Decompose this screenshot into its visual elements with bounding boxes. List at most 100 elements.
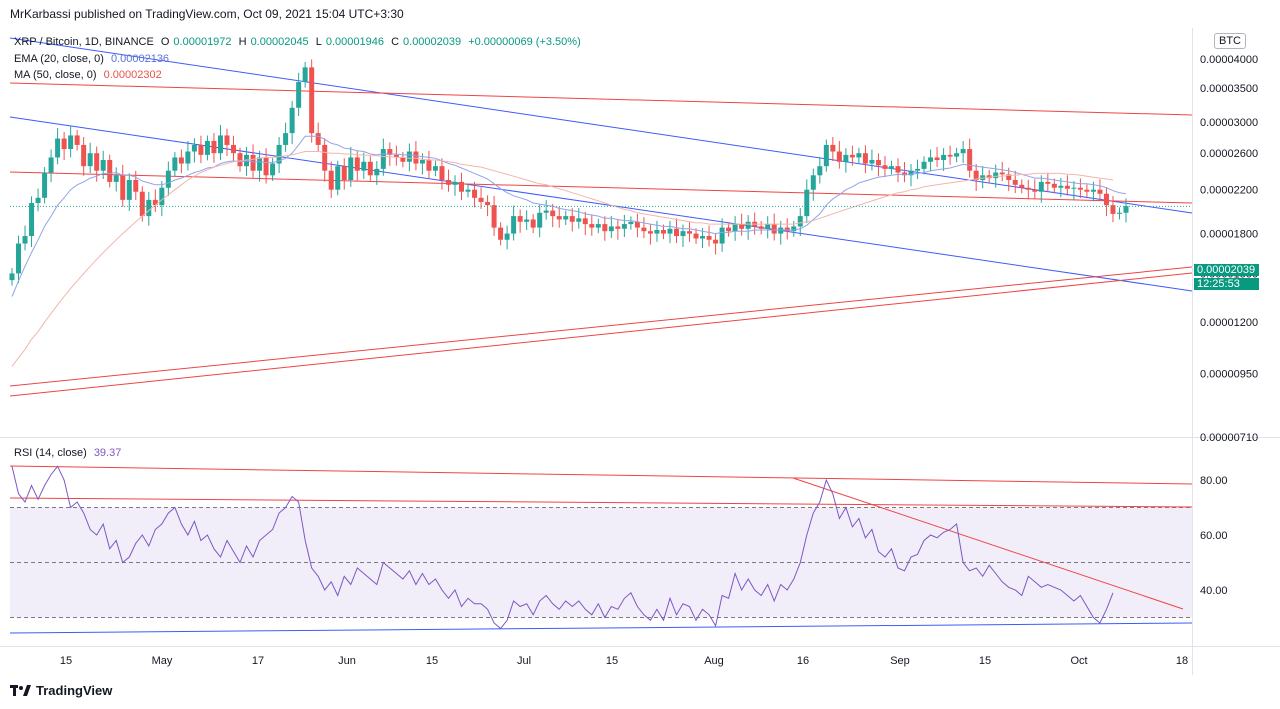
tradingview-logo-icon bbox=[10, 684, 31, 696]
rsi-trendline-red-top bbox=[9, 465, 1193, 485]
candle-body bbox=[634, 221, 640, 228]
candle-body bbox=[836, 151, 842, 162]
candle-body bbox=[641, 227, 647, 232]
candle-body bbox=[556, 216, 562, 220]
time-tick-label: 15 bbox=[426, 655, 438, 667]
candle-body bbox=[967, 149, 973, 171]
ema-line bbox=[11, 135, 1127, 297]
time-tick-label: May bbox=[152, 655, 173, 667]
candle-body bbox=[107, 160, 113, 182]
candle-body bbox=[687, 231, 693, 234]
trendline-red-support-2 bbox=[9, 272, 1193, 397]
ma-value: 0.00002302 bbox=[103, 69, 162, 81]
candle-body bbox=[843, 154, 849, 162]
candle-body bbox=[198, 144, 204, 155]
candle-body bbox=[771, 224, 777, 234]
price-tick-label: 0.00002600 bbox=[1200, 148, 1258, 160]
ema-legend: EMA (20, close, 0) 0.00002136 bbox=[14, 53, 169, 65]
candle-body bbox=[270, 163, 276, 176]
candle-body bbox=[459, 181, 465, 192]
candle-body bbox=[152, 199, 158, 206]
rsi-tick-label: 60.00 bbox=[1200, 530, 1228, 542]
rsi-panel bbox=[10, 507, 1192, 618]
candle-body bbox=[947, 154, 953, 157]
ma-legend: MA (50, close, 0) 0.00002302 bbox=[14, 69, 162, 81]
tradingview-logo[interactable]: TradingView bbox=[10, 683, 112, 698]
candle-body bbox=[126, 179, 132, 200]
candle-body bbox=[94, 153, 100, 171]
time-tick-label: Oct bbox=[1070, 655, 1087, 667]
candle-body bbox=[628, 221, 634, 225]
time-tick-label: Jun bbox=[338, 655, 356, 667]
ema-value: 0.00002136 bbox=[110, 53, 170, 65]
candle-body bbox=[439, 166, 445, 180]
rsi-trendline-blue-support bbox=[9, 622, 1193, 634]
candle-body bbox=[993, 172, 999, 179]
candles bbox=[9, 59, 1129, 286]
high-value: 0.00002045 bbox=[250, 36, 309, 48]
candle-body bbox=[621, 224, 627, 229]
candle-body bbox=[257, 157, 263, 171]
candle-body bbox=[400, 157, 406, 162]
candle-body bbox=[361, 161, 367, 171]
candle-body bbox=[895, 166, 901, 173]
currency-button[interactable]: BTC bbox=[1214, 33, 1246, 49]
candle-body bbox=[48, 157, 54, 173]
candle-body bbox=[341, 166, 347, 180]
candle-body bbox=[9, 273, 15, 281]
candle-body bbox=[608, 226, 614, 232]
candle-body bbox=[237, 153, 243, 167]
candle-body bbox=[1103, 193, 1109, 206]
candle-body bbox=[589, 224, 595, 228]
candle-body bbox=[784, 227, 790, 232]
candle-body bbox=[322, 144, 328, 171]
candle-body bbox=[296, 82, 302, 108]
candle-body bbox=[374, 168, 380, 176]
candle-body bbox=[849, 154, 855, 158]
close-label: C bbox=[391, 36, 400, 48]
candle-body bbox=[289, 107, 295, 134]
price-tick-label: 0.00001800 bbox=[1200, 229, 1258, 241]
trendline-red-top bbox=[9, 82, 1193, 116]
candle-body bbox=[530, 219, 536, 228]
candle-body bbox=[230, 144, 236, 154]
candle-body bbox=[706, 236, 712, 240]
trendlines bbox=[9, 37, 1193, 634]
low-value: 0.00001946 bbox=[325, 36, 384, 48]
price-tick-label: 0.00000950 bbox=[1200, 368, 1258, 380]
candle-body bbox=[283, 133, 289, 145]
candle-body bbox=[204, 140, 210, 155]
candle-body bbox=[758, 226, 764, 229]
candle-body bbox=[582, 218, 588, 225]
candle-body bbox=[999, 172, 1005, 175]
ma-label: MA (50, close, 0) bbox=[14, 69, 97, 81]
rsi-trendline-red-mid bbox=[9, 497, 1193, 508]
candle-body bbox=[602, 224, 608, 232]
candle-body bbox=[81, 144, 87, 167]
candle-body bbox=[745, 221, 751, 229]
candle-body bbox=[1090, 189, 1096, 192]
published-caption: MrKarbassi published on TradingView.com,… bbox=[10, 7, 404, 21]
candle-body bbox=[491, 205, 497, 228]
time-tick-label: Sep bbox=[890, 655, 910, 667]
candle-body bbox=[120, 175, 126, 200]
candle-body bbox=[673, 228, 679, 237]
candle-body bbox=[16, 243, 22, 274]
candle-body bbox=[1032, 189, 1038, 192]
candle-body bbox=[504, 233, 510, 240]
candle-body bbox=[224, 135, 230, 145]
low-label: L bbox=[315, 36, 322, 48]
candle-body bbox=[810, 175, 816, 190]
tradingview-brand: TradingView bbox=[36, 683, 113, 698]
price-tick-label: 0.00004000 bbox=[1200, 54, 1258, 66]
symbol-name: XRP / Bitcoin, 1D, BINANCE bbox=[14, 36, 154, 48]
open-value: 0.00001972 bbox=[173, 36, 232, 48]
candle-body bbox=[928, 157, 934, 162]
rsi-line bbox=[11, 465, 1114, 630]
time-tick-label: 15 bbox=[60, 655, 72, 667]
candle-body bbox=[178, 157, 184, 164]
candle-body bbox=[862, 153, 868, 164]
candle-body bbox=[406, 151, 412, 162]
candle-body bbox=[113, 175, 119, 182]
